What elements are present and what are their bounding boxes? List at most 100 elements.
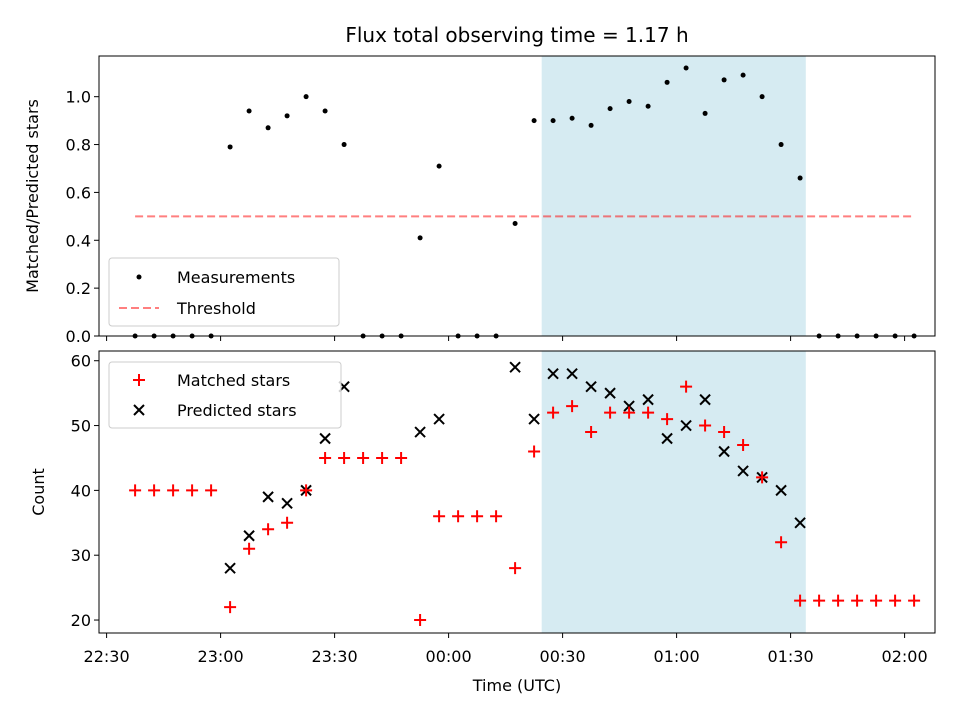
predicted-point (433, 413, 445, 425)
measurement-point (436, 163, 442, 169)
matched-point (376, 451, 389, 464)
matched-point (851, 594, 864, 607)
measurement-point (683, 65, 689, 71)
measurement-points (132, 65, 917, 339)
predicted-point (509, 361, 521, 373)
ratio-x-ticks (106, 336, 906, 341)
predicted-point (585, 380, 597, 393)
predicted-point (414, 426, 426, 438)
measurement-point (740, 72, 746, 78)
count-legend: Matched stars Predicted stars (108, 361, 342, 429)
ratio-panel: 0.0 0.2 0.4 0.6 0.8 1.0 Matched/Predicted sta… (23, 55, 936, 346)
matched-point (319, 451, 332, 464)
matched-point (642, 406, 655, 419)
matched-point (224, 601, 237, 614)
measurement-point (645, 103, 651, 109)
measurement-point (588, 122, 594, 128)
matched-point (433, 510, 446, 523)
matched-point (129, 484, 142, 497)
legend-measurements-label: Measurements (177, 268, 295, 287)
y-tick-label: 40 (71, 481, 91, 500)
legend-matched-label: Matched stars (177, 371, 290, 390)
predicted-point (775, 484, 787, 497)
matched-point (889, 594, 902, 607)
x-tick-label: 23:30 (312, 647, 358, 666)
measurement-point (303, 94, 309, 100)
y-tick-label: 60 (71, 352, 91, 371)
legend-threshold-label: Threshold (176, 299, 256, 318)
matched-point (680, 380, 693, 393)
matched-point (281, 516, 294, 529)
matched-point (167, 484, 180, 497)
matched-point (623, 406, 636, 419)
x-tick-label: 00:30 (540, 647, 586, 666)
y-tick-label: 1.0 (66, 88, 91, 107)
x-tick-label: 02:00 (882, 647, 928, 666)
measurement-point (702, 110, 708, 116)
matched-point (661, 413, 674, 426)
matched-point (908, 594, 921, 607)
legend-matched-marker (133, 374, 145, 386)
x-tick-label: 22:30 (84, 647, 130, 666)
matched-point (737, 439, 750, 451)
y-tick-label: 50 (71, 417, 91, 436)
predicted-point (528, 413, 540, 425)
ratio-y-axis-label: Matched/Predicted stars (23, 99, 42, 293)
x-tick-label: 00:00 (426, 647, 472, 666)
predicted-point (224, 562, 236, 574)
time-x-axis: 22:30 23:00 23:30 00:00 00:30 01:00 01:30 02:00 (84, 633, 928, 666)
predicted-point (262, 491, 274, 503)
count-y-axis-label: Count (29, 468, 48, 516)
predicted-point (737, 465, 749, 477)
matched-point (794, 594, 807, 607)
matched-points (129, 380, 921, 627)
y-tick-label: 0.0 (66, 327, 91, 346)
measurement-point (284, 113, 290, 119)
measurement-point (607, 106, 613, 112)
predicted-point (319, 432, 331, 445)
matched-point (148, 484, 161, 497)
predicted-point (623, 400, 635, 412)
count-y-axis: 20 30 40 50 60 (71, 352, 99, 630)
ratio-legend: Measurements Threshold (108, 257, 340, 327)
matched-point (604, 406, 617, 419)
predicted-point (642, 393, 654, 406)
matched-point (528, 445, 541, 458)
predicted-point (680, 419, 692, 432)
chart-title: Flux total observing time = 1.17 h (345, 23, 688, 47)
legend-predicted-marker (133, 404, 145, 416)
predicted-point (718, 445, 730, 458)
measurement-point (227, 144, 233, 150)
count-panel: 20 30 40 50 60 22:30 23:00 23:30 00:00 00:30 01:0… (29, 350, 936, 695)
measurement-point (550, 118, 556, 124)
matched-point (832, 594, 845, 607)
measurement-point (512, 221, 518, 227)
predicted-point (699, 393, 711, 406)
matched-point (452, 510, 465, 523)
matched-point (471, 510, 484, 523)
highlight-span-bottom (541, 351, 806, 633)
y-tick-label: 30 (71, 546, 91, 565)
matched-point (509, 562, 522, 575)
predicted-point (243, 530, 255, 542)
matched-point (338, 451, 351, 464)
y-tick-label: 0.8 (66, 136, 91, 155)
predicted-point (604, 387, 616, 399)
predicted-point (547, 367, 559, 380)
measurement-point (664, 79, 670, 85)
y-tick-label: 0.2 (66, 279, 91, 298)
predicted-point (281, 497, 293, 510)
matched-point (585, 426, 598, 439)
matched-point (186, 484, 199, 497)
x-axis-label: Time (UTC) (472, 676, 561, 695)
ratio-plot-frame (98, 55, 936, 337)
ratio-y-axis: 0.0 0.2 0.4 0.6 0.8 1.0 (66, 88, 99, 346)
predicted-point (661, 432, 673, 445)
count-plot-frame (98, 350, 936, 634)
matched-point (300, 484, 313, 497)
legend-predicted-label: Predicted stars (177, 401, 297, 420)
matched-point (756, 471, 769, 484)
matched-point (357, 451, 370, 464)
predicted-point (566, 367, 578, 380)
